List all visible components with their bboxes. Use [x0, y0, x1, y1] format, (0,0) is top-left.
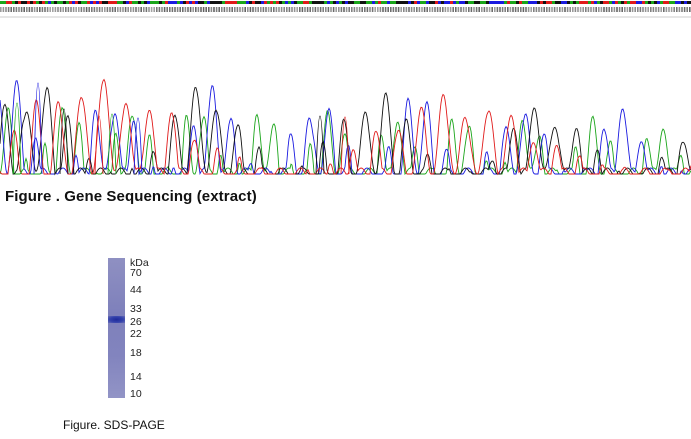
marker-10: 10	[130, 388, 142, 400]
marker-44: 44	[130, 284, 142, 296]
kda-unit-label: kDa	[130, 257, 149, 269]
sequencing-chromatogram	[0, 78, 691, 176]
marker-33: 33	[130, 303, 142, 315]
marker-70: 70	[130, 267, 142, 279]
gene-sequencing-caption: Figure . Gene Sequencing (extract)	[5, 188, 257, 205]
trace-peak	[12, 102, 22, 175]
sds-page-caption: Figure. SDS-PAGE	[63, 418, 165, 432]
trace-peak	[33, 82, 43, 175]
trace-peak	[59, 108, 69, 175]
trace-a	[0, 106, 691, 176]
trace-t	[0, 78, 691, 176]
base-call-color-bar	[0, 1, 691, 4]
protein-band	[108, 316, 125, 323]
marker-14: 14	[130, 371, 142, 383]
marker-18: 18	[130, 347, 142, 359]
trace-peak	[94, 115, 104, 175]
sds-page-gel-lane	[108, 258, 125, 398]
trace-peak	[340, 116, 350, 175]
trace-c	[0, 80, 691, 176]
trace-peak	[107, 113, 117, 175]
marker-22: 22	[130, 328, 142, 340]
trace-peak	[133, 117, 143, 175]
base-call-sequence	[0, 7, 691, 18]
trace-peak	[315, 115, 325, 175]
marker-26: 26	[130, 316, 142, 328]
chromatogram-traces	[0, 78, 691, 176]
base-call-strip	[0, 1, 691, 18]
trace-g	[0, 86, 691, 176]
